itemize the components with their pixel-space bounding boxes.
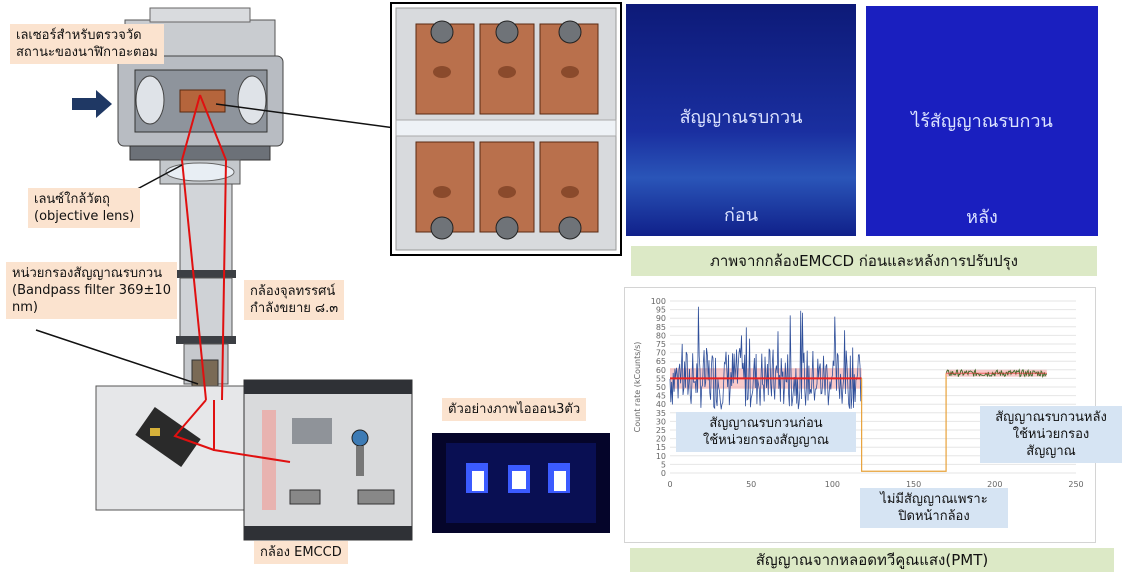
- emccd-label: กล้อง EMCCD: [254, 541, 348, 564]
- y-tick-label: 30: [656, 417, 666, 426]
- y-tick-label: 85: [656, 323, 666, 332]
- pmt-caption: สัญญาณจากหลอดทวีคูณแสง(PMT): [630, 548, 1114, 572]
- x-tick-label: 0: [667, 480, 672, 489]
- y-tick-label: 35: [656, 409, 666, 418]
- optical-setup-illustration: [35, 7, 413, 541]
- y-tick-label: 65: [656, 357, 666, 366]
- microscope-label: กล้องจุลทรรศน์ กำลังขยาย ๘.๓: [244, 280, 345, 320]
- ion-spots: [446, 443, 596, 523]
- emccd-camera-body: [243, 379, 413, 541]
- filter-housing: [95, 385, 245, 511]
- ccd-image-before: สัญญาณรบกวน ก่อน: [626, 4, 856, 236]
- pmt-before-label: สัญญาณรบกวนก่อน ใช้หน่วยกรองสัญญาณ: [676, 412, 856, 452]
- laser-beam-path: [173, 94, 291, 463]
- series-closed: [861, 373, 947, 472]
- microscope-tube: [176, 183, 236, 387]
- y-tick-label: 5: [661, 460, 666, 469]
- pmt-closed-label: ไม่มีสัญญาณเพราะ ปิดหน้ากล้อง: [860, 488, 1008, 528]
- y-tick-label: 0: [661, 469, 666, 478]
- y-tick-label: 20: [656, 435, 666, 444]
- y-tick-label: 45: [656, 392, 666, 401]
- ion-trap-zoom: [390, 2, 622, 256]
- y-tick-label: 90: [656, 314, 666, 323]
- y-axis-label: Count rate (kCounts/s): [633, 342, 642, 433]
- laser-label: เลเซอร์สำหรับตรวจวัด สถานะของนาฬิกาอะตอม: [10, 24, 164, 64]
- y-tick-label: 75: [656, 340, 666, 349]
- y-tick-label: 95: [656, 306, 666, 315]
- y-tick-label: 40: [656, 400, 666, 409]
- ccd-caption: ภาพจากกล้องEMCCD ก่อนและหลังการปรับปรุง: [631, 246, 1097, 276]
- series-raw-before: [669, 306, 862, 410]
- y-tick-label: 50: [656, 383, 666, 392]
- zoom-connector: [215, 103, 396, 129]
- x-tick-label: 150: [906, 480, 921, 489]
- bandpass-filter-label: หน่วยกรองสัญญาณรบกวน (Bandpass filter 36…: [6, 262, 177, 319]
- ion-image: [432, 433, 610, 533]
- y-tick-label: 55: [656, 374, 666, 383]
- ccd-after-subtitle: หลัง: [966, 207, 998, 228]
- objective-lens: [159, 159, 241, 185]
- ccd-before-subtitle: ก่อน: [723, 205, 758, 226]
- y-tick-label: 60: [656, 366, 666, 375]
- x-tick-label: 250: [1068, 480, 1083, 489]
- ccd-before-title: สัญญาณรบกวน: [679, 107, 803, 128]
- vacuum-chamber: [117, 7, 284, 161]
- ion-example-label: ตัวอย่างภาพไอออน3ตัว: [442, 398, 587, 421]
- y-tick-label: 15: [656, 443, 666, 452]
- pmt-chart: 0510152025303540455055606570758085909510…: [633, 297, 1084, 489]
- laser-input-arrow: [72, 90, 112, 118]
- ccd-after-title: ไร้สัญญาณรบกวน: [911, 111, 1053, 132]
- y-tick-label: 10: [656, 452, 666, 461]
- y-tick-label: 25: [656, 426, 666, 435]
- y-tick-label: 80: [656, 331, 666, 340]
- ccd-image-after: ไร้สัญญาณรบกวน หลัง: [866, 6, 1098, 236]
- x-tick-label: 100: [825, 480, 840, 489]
- x-tick-label: 200: [987, 480, 1002, 489]
- series-raw-after: [945, 368, 1048, 379]
- objective-lens-label: เลนซ์ใกล้วัตถุ (objective lens): [28, 188, 141, 228]
- y-tick-label: 100: [651, 297, 666, 306]
- pmt-after-label: สัญญาณรบกวนหลัง ใช้หน่วยกรอง สัญญาณ: [980, 406, 1122, 463]
- y-tick-label: 70: [656, 349, 666, 358]
- trap-screws: [430, 20, 582, 240]
- x-tick-label: 50: [746, 480, 756, 489]
